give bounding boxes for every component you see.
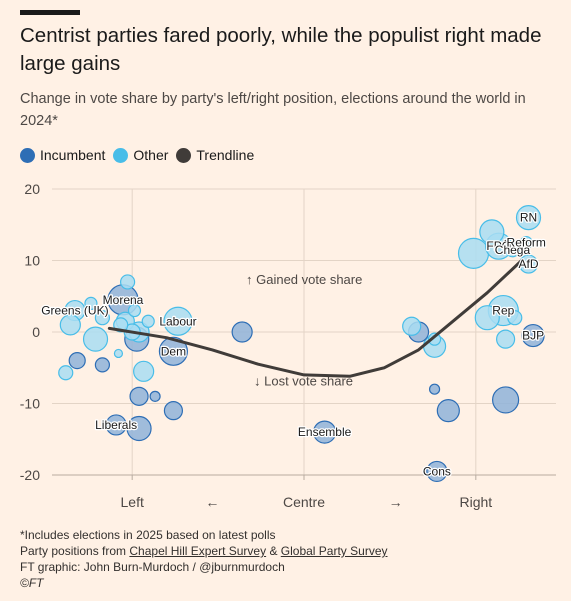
- other-bubble: [133, 360, 155, 382]
- incumbent-bubble: [105, 414, 127, 436]
- source-link-global-party-survey[interactable]: Global Party Survey: [280, 544, 388, 558]
- legend-swatch-incumbent: [20, 147, 35, 163]
- other-bubble: [474, 305, 500, 331]
- gained-annotation: ↑ Gained vote share: [246, 272, 362, 287]
- party-label: RN: [520, 211, 537, 225]
- x-axis-label-centre: Centre: [283, 494, 325, 510]
- party-label: Cons: [423, 464, 451, 478]
- incumbent-bubble: [426, 460, 448, 483]
- incumbent-bubble: [521, 323, 545, 348]
- sources-joiner: &: [266, 544, 281, 558]
- other-bubble: [82, 326, 109, 352]
- other-bubble: [141, 314, 155, 328]
- other-bubble: [163, 306, 193, 336]
- other-bubble: [113, 348, 124, 359]
- legend-item-incumbent: Incumbent: [20, 147, 105, 163]
- trendline: [107, 259, 524, 378]
- chart-title: Centrist parties fared poorly, while the…: [20, 24, 542, 75]
- other-bubble: [457, 237, 490, 269]
- other-bubble: [402, 316, 422, 336]
- incumbent-bubble: [68, 352, 86, 370]
- other-bubble: [519, 236, 533, 250]
- incumbent-bubble: [428, 383, 441, 395]
- legend-swatch-trendline: [176, 147, 192, 163]
- other-bubble: [504, 242, 521, 258]
- scatter-chart: 20 10 0 -10 -20 Left ← Centre → Right ↑ Gained vot…: [20, 181, 556, 510]
- incumbent-bubble: [149, 390, 161, 402]
- incumbent-bubble: [163, 401, 184, 421]
- incumbent-bubble: [94, 357, 111, 373]
- x-axis-label-left: Left: [121, 494, 144, 510]
- incumbent-bubble: [126, 415, 152, 442]
- party-label: FPÖ: [486, 239, 511, 253]
- other-bubble: [94, 310, 111, 326]
- incumbent-bubble: [436, 399, 460, 423]
- other-bubble: [427, 332, 442, 346]
- other-bubble: [119, 274, 136, 290]
- ft-top-bar: [20, 10, 80, 15]
- party-label: Chega: [495, 243, 531, 257]
- source-link-chapel-hill[interactable]: Chapel Hill Expert Survey: [129, 544, 267, 558]
- ft-copyright: ©FT: [20, 576, 44, 590]
- y-tick-label: -10: [20, 396, 40, 412]
- other-bubble: [58, 365, 74, 381]
- party-label: Reform: [507, 236, 546, 250]
- party-label: AfD: [519, 257, 539, 271]
- party-label: Dem: [161, 344, 186, 358]
- other-bubble: [515, 204, 542, 231]
- graphic-credit: FT graphic: John Burn-Murdoch / @jburnmu…: [20, 560, 285, 574]
- incumbent-bubble: [313, 420, 337, 444]
- y-tick-label: 10: [24, 253, 40, 269]
- legend-item-trendline: Trendline: [176, 147, 254, 163]
- other-bubble: [507, 310, 523, 326]
- party-label: Greens (UK): [41, 304, 108, 318]
- party-label: Labour: [159, 314, 196, 328]
- legend-swatch-other: [113, 147, 129, 163]
- legend-label-other: Other: [133, 147, 169, 163]
- x-axis-arrow-left: ←: [205, 494, 219, 510]
- sources-line: Party positions from Chapel Hill Expert …: [20, 543, 388, 559]
- other-bubble: [59, 314, 81, 336]
- other-bubble: [479, 219, 505, 245]
- sources-prefix: Party positions from: [20, 544, 130, 558]
- footnote: *Includes elections in 2025 based on lat…: [20, 528, 276, 542]
- party-label: Ensemble: [298, 425, 352, 439]
- other-bubble: [84, 296, 98, 310]
- y-tick-label: 20: [24, 181, 40, 197]
- legend-item-other: Other: [113, 147, 168, 163]
- chart-footer: *Includes elections in 2025 based on lat…: [20, 527, 388, 591]
- party-label: Rep: [492, 304, 514, 318]
- x-axis-arrow-right: →: [389, 494, 403, 510]
- chart-legend: Incumbent Other Trendline: [20, 147, 262, 163]
- y-tick-label: -20: [20, 467, 40, 483]
- party-label: Morena: [103, 293, 144, 307]
- other-bubble: [496, 329, 516, 349]
- chart-subtitle: Change in vote share by party's left/rig…: [20, 91, 526, 129]
- incumbent-bubble: [129, 386, 149, 406]
- incumbent-bubble: [492, 386, 520, 414]
- incumbent-bubble: [158, 336, 189, 366]
- party-label: BJP: [522, 329, 544, 343]
- other-bubble: [127, 303, 142, 318]
- x-axis-label-right: Right: [459, 494, 492, 510]
- legend-label-trendline: Trendline: [196, 147, 255, 163]
- legend-label-incumbent: Incumbent: [40, 147, 106, 163]
- party-label: Liberals: [95, 418, 137, 432]
- y-tick-label: 0: [32, 324, 40, 340]
- incumbent-bubble: [231, 321, 253, 343]
- lost-annotation: ↓ Lost vote share: [254, 374, 353, 389]
